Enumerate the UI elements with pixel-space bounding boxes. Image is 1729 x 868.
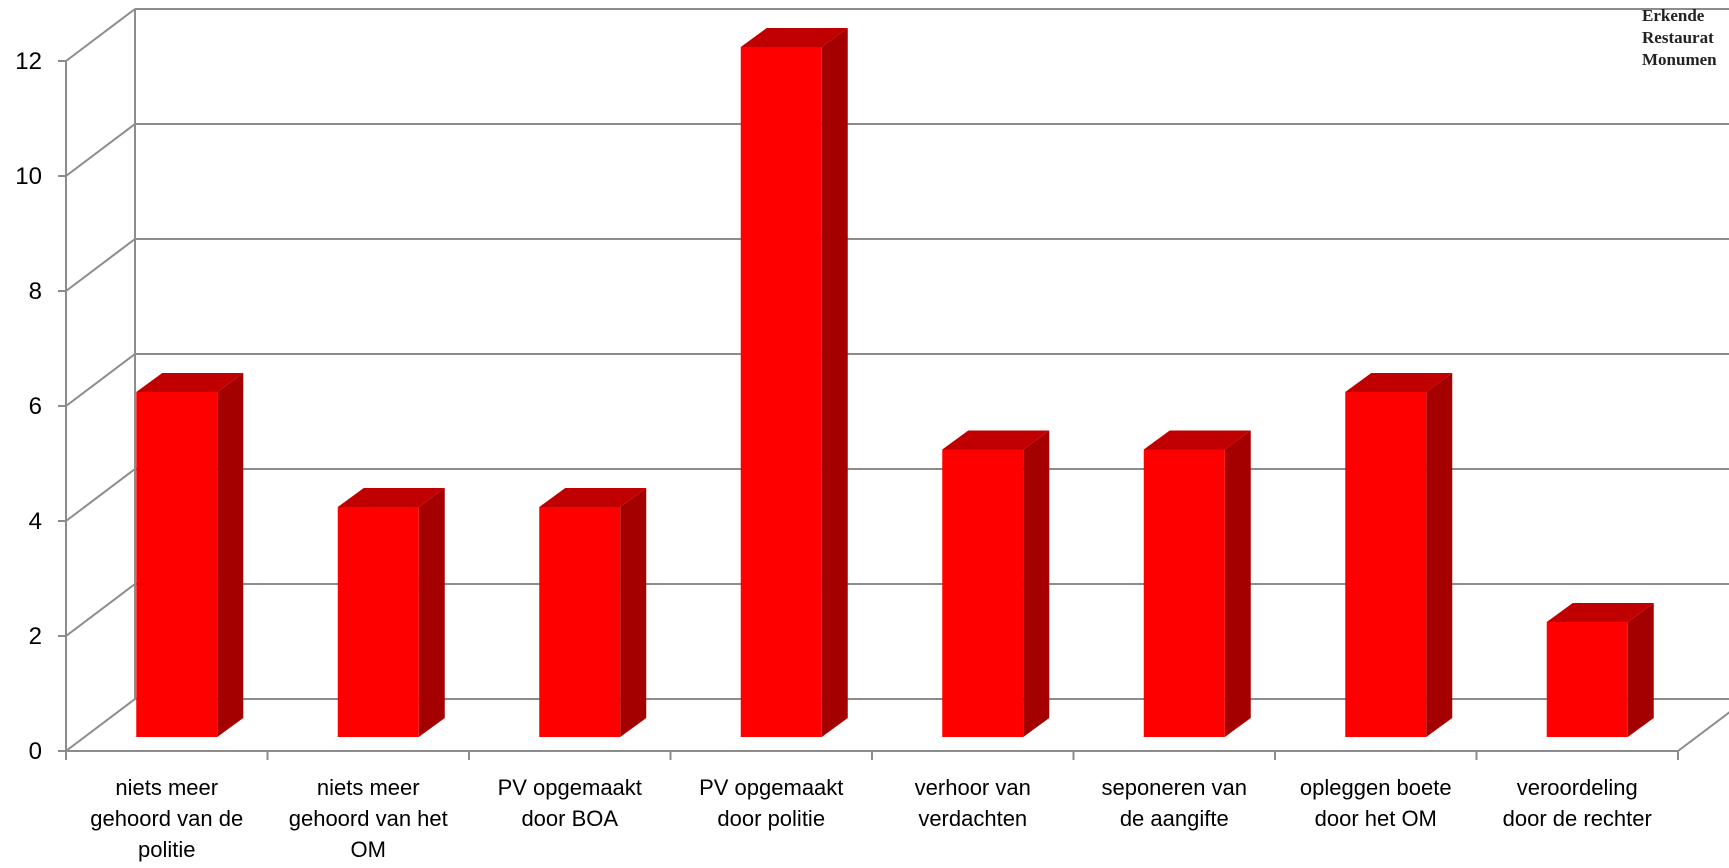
x-category-label-line: niets meer — [317, 775, 420, 800]
bar-front — [337, 507, 419, 737]
y-tick-label: 0 — [29, 738, 42, 765]
gridline-diagonal — [65, 8, 136, 62]
bar-front — [740, 47, 822, 737]
bar-7 — [1345, 373, 1453, 737]
gridline-diagonal — [65, 353, 136, 407]
x-category-label-line: gehoord van de — [90, 806, 243, 831]
x-category-label-line: door politie — [717, 806, 825, 831]
bar-front — [1546, 622, 1628, 737]
x-category-label-line: niets meer — [115, 775, 218, 800]
x-category-label-line: PV opgemaakt — [699, 775, 843, 800]
x-category-label-line: de aangifte — [1120, 806, 1229, 831]
corner-note-line-3: Monumen — [1642, 50, 1717, 69]
x-category-label-line: opleggen boete — [1300, 775, 1452, 800]
x-category-label-line: seponeren van — [1101, 775, 1247, 800]
x-category-label: seponeren van de aangifte — [1101, 775, 1247, 831]
bar-front — [942, 449, 1024, 737]
bar-8 — [1546, 603, 1654, 737]
x-category-label: PV opgemaakt door BOA — [498, 775, 642, 831]
bar-side — [620, 488, 647, 737]
bar-2 — [337, 488, 445, 737]
x-category-label-line: verhoor van — [915, 775, 1031, 800]
x-category-label-line: door BOA — [521, 806, 618, 831]
y-tick-label: 8 — [29, 278, 42, 305]
y-tick-label: 6 — [29, 393, 42, 420]
gridline-diagonal — [65, 123, 136, 177]
bar-side — [1426, 373, 1453, 737]
bar-top — [1345, 373, 1453, 392]
x-category-label: verhoor van verdachten — [915, 775, 1031, 831]
bar-side — [217, 373, 244, 737]
bar-top — [136, 373, 244, 392]
bar-side — [1023, 430, 1050, 737]
y-tick-labels: 0 2 4 6 8 10 12 — [15, 48, 42, 765]
gridline-diagonal — [65, 698, 136, 752]
y-tick-label: 4 — [29, 508, 42, 535]
bar-top — [942, 430, 1050, 450]
bar-top — [1546, 603, 1654, 622]
bar-1 — [136, 373, 244, 737]
gridline-diagonal — [65, 238, 136, 292]
bar-5 — [942, 430, 1050, 737]
bar-4 — [740, 28, 848, 737]
x-category-label-line: door de rechter — [1503, 806, 1652, 831]
floor-right-edge — [1677, 711, 1729, 752]
corner-note-line-1: Erkende — [1642, 6, 1705, 25]
bar-top — [740, 28, 848, 47]
bar-top — [337, 488, 445, 507]
x-category-label-line: door het OM — [1315, 806, 1437, 831]
y-tick-label: 2 — [29, 623, 42, 650]
x-category-label: niets meer gehoord van de politie — [90, 775, 243, 862]
bar-top — [539, 488, 647, 507]
bar-front — [136, 392, 218, 737]
bar-top — [1143, 430, 1251, 450]
bar-front — [1345, 392, 1427, 737]
x-category-label-line: verdachten — [918, 806, 1027, 831]
x-category-label-line: OM — [351, 837, 386, 862]
bar-6 — [1143, 430, 1251, 737]
grid-layer — [58, 8, 1729, 760]
bars-layer — [136, 28, 1654, 737]
bar-side — [1627, 603, 1654, 737]
corner-note-line-2: Restaurat — [1642, 28, 1714, 47]
x-category-label-line: veroordeling — [1517, 775, 1638, 800]
x-category-label: PV opgemaakt door politie — [699, 775, 843, 831]
gridline-diagonal — [65, 583, 136, 637]
bar-side — [418, 488, 445, 737]
x-category-label: opleggen boete door het OM — [1300, 775, 1452, 831]
x-category-label: veroordeling door de rechter — [1503, 775, 1652, 831]
y-tick-label: 10 — [15, 163, 42, 190]
x-category-label-line: politie — [138, 837, 195, 862]
x-category-label: niets meer gehoord van het OM — [289, 775, 448, 862]
bar-3 — [539, 488, 647, 737]
gridline-diagonal — [65, 468, 136, 522]
x-category-label-line: PV opgemaakt — [498, 775, 642, 800]
bar-side — [821, 28, 848, 737]
bar-front — [539, 507, 621, 737]
bar-side — [1224, 430, 1251, 737]
bar-front — [1143, 449, 1225, 737]
x-category-label-line: gehoord van het — [289, 806, 448, 831]
y-tick-label: 12 — [15, 48, 42, 75]
corner-note: Erkende Restaurat Monumen — [1642, 6, 1717, 69]
